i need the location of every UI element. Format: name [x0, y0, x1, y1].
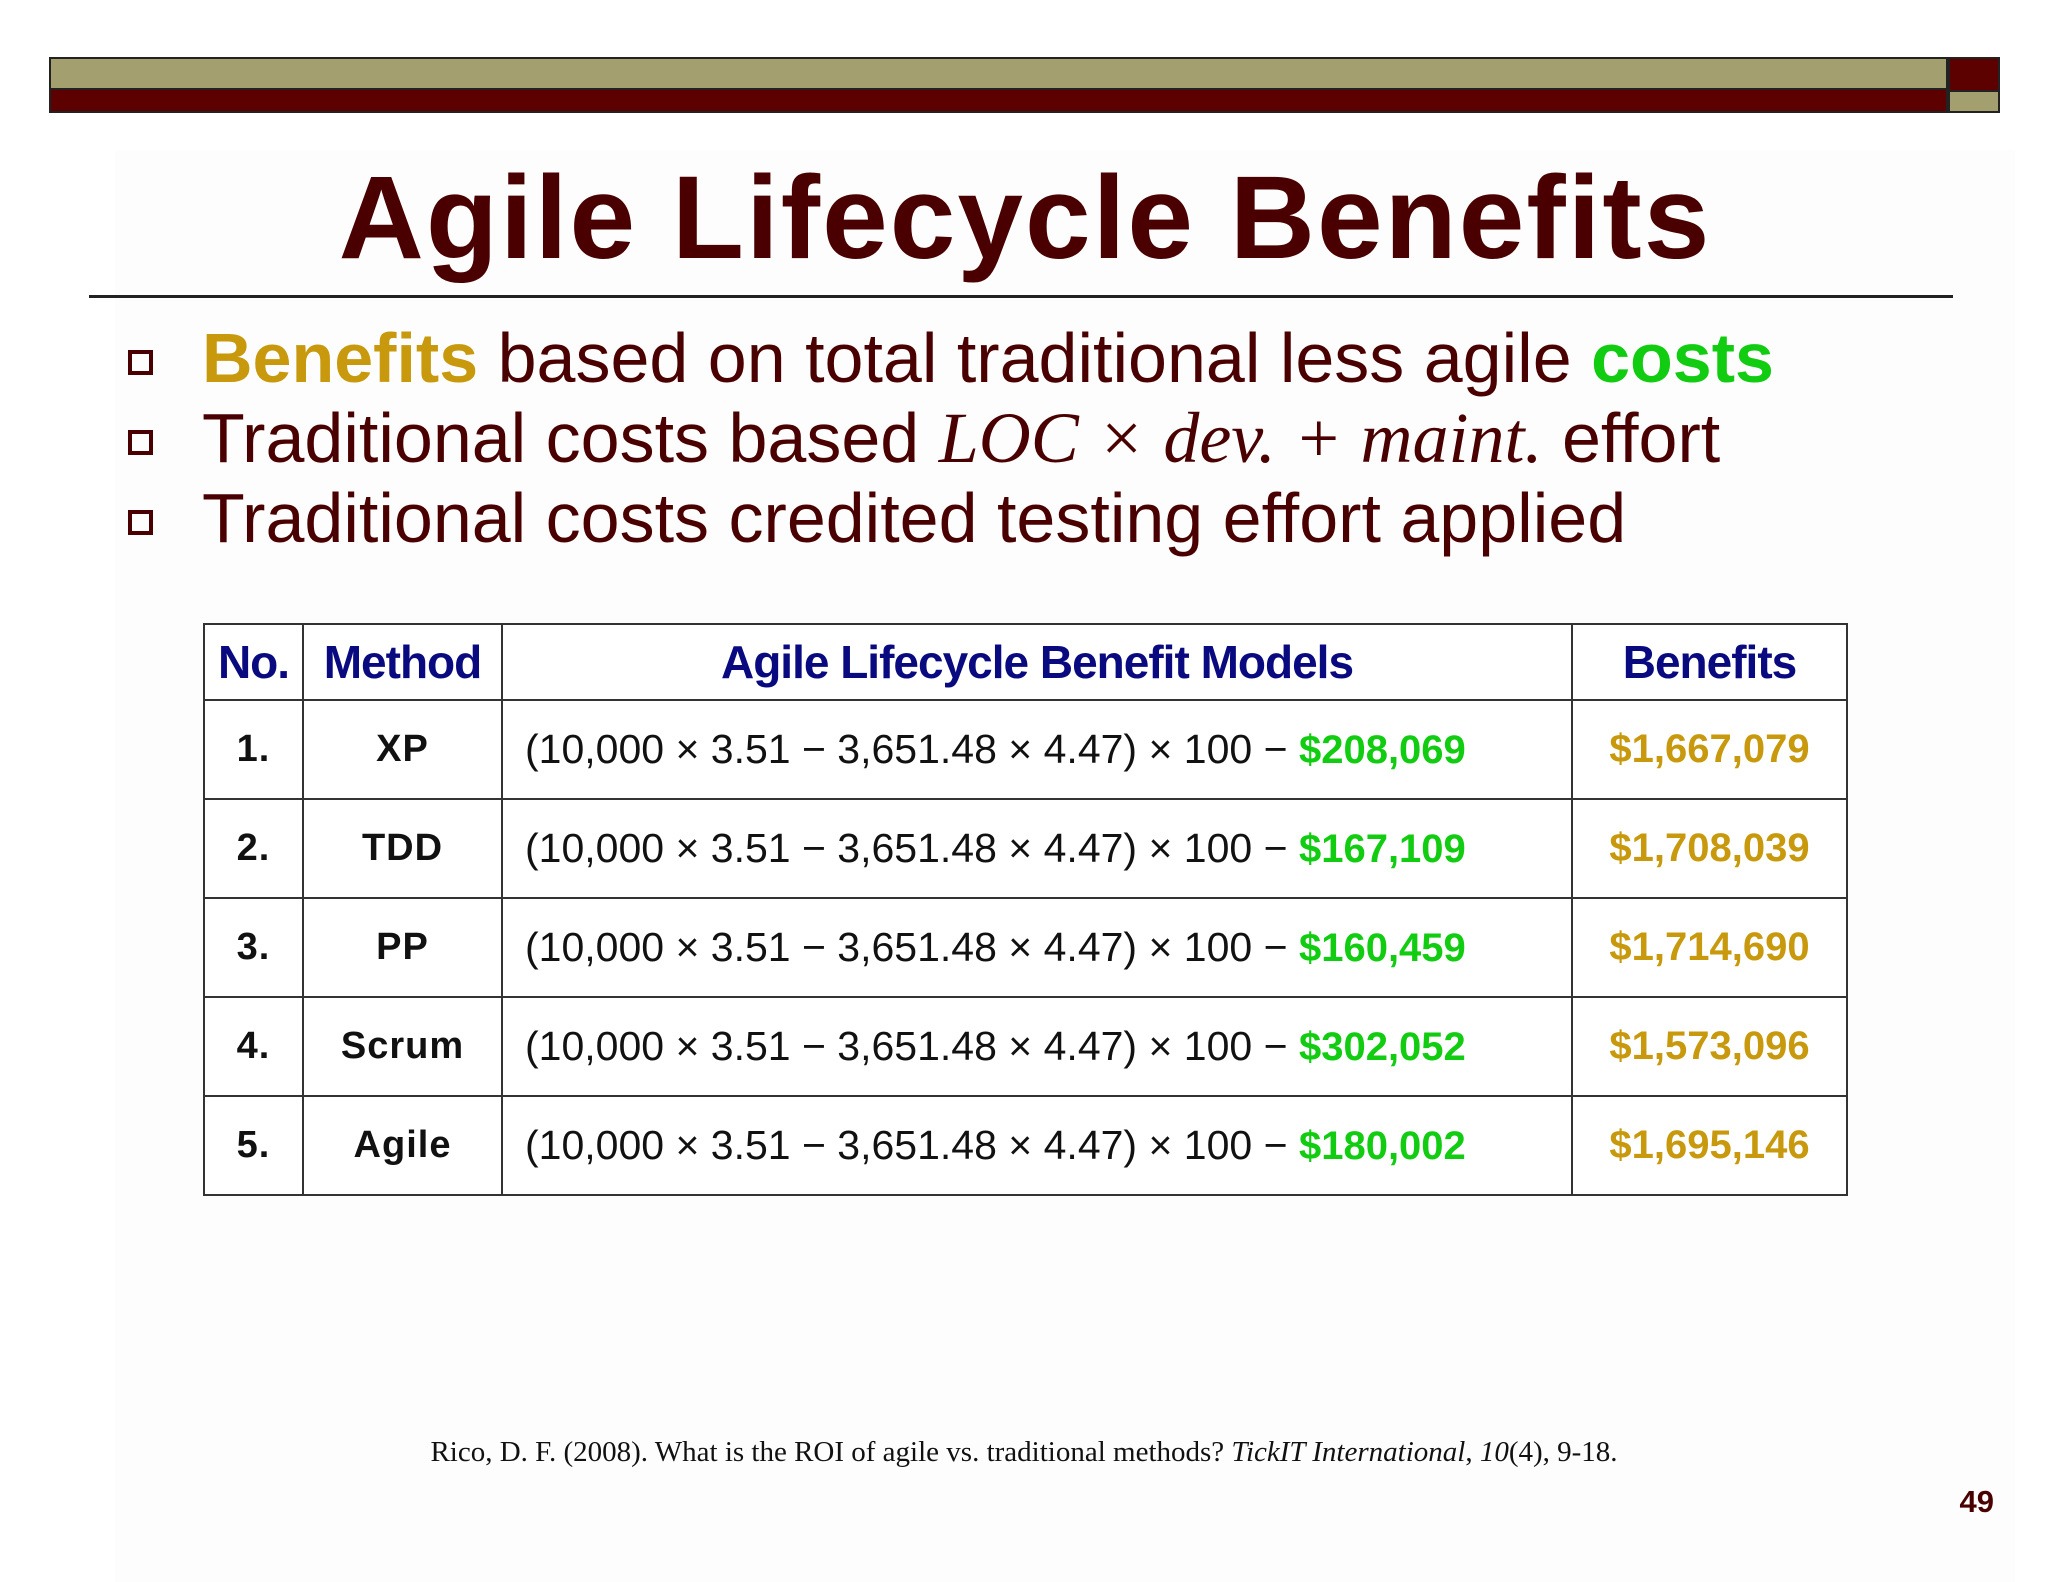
hollow-square-bullet-icon [128, 350, 153, 375]
bullet-list: Benefits based on total traditional less… [125, 318, 1945, 558]
agile-cost: $167,109 [1298, 827, 1466, 871]
model-formula: (10,000 × 3.51 − 3,651.48 × 4.47) × 100 … [525, 924, 1288, 970]
row-method: XP [302, 699, 503, 800]
row-benefit: $1,573,096 [1571, 996, 1848, 1097]
banner-corner-maroon-block [1948, 57, 2000, 92]
row-benefit: $1,714,690 [1571, 897, 1848, 998]
hollow-square-bullet-icon [128, 430, 153, 455]
cost-formula: LOC × dev. + maint. [938, 398, 1543, 478]
model-formula: (10,000 × 3.51 − 3,651.48 × 4.47) × 100 … [525, 1023, 1288, 1069]
hollow-square-bullet-icon [128, 510, 153, 535]
top-banner-olive-bar [49, 57, 1948, 90]
bullet-plain-text: Traditional costs based [202, 399, 939, 477]
bullet-plain-text: based on total traditional less agile [478, 319, 1592, 397]
model-formula: (10,000 × 3.51 − 3,651.48 × 4.47) × 100 … [525, 1122, 1288, 1168]
agile-cost: $160,459 [1298, 926, 1466, 970]
header-model: Agile Lifecycle Benefit Models [501, 623, 1573, 701]
row-method: TDD [302, 798, 503, 899]
bullet-text: Benefits based on total traditional less… [202, 318, 1774, 398]
page-number: 49 [1959, 1484, 1994, 1519]
table-row: 4. Scrum (10,000 × 3.51 − 3,651.48 × 4.4… [203, 996, 1848, 1097]
header-no: No. [203, 623, 304, 701]
row-benefit: $1,708,039 [1571, 798, 1848, 899]
reference-citation: Rico, D. F. (2008). What is the ROI of a… [0, 1436, 2048, 1469]
bullet-text: Traditional costs credited testing effor… [202, 478, 1626, 558]
costs-highlight: costs [1591, 319, 1774, 397]
bullet-item: Traditional costs based LOC × dev. + mai… [125, 398, 1945, 478]
bullet-item: Benefits based on total traditional less… [125, 318, 1945, 398]
benefit-models-table: No. Method Agile Lifecycle Benefit Model… [203, 623, 1848, 1196]
row-method: Agile [302, 1095, 503, 1196]
citation-separator: , [1465, 1436, 1480, 1468]
benefits-highlight: Benefits [202, 319, 479, 397]
table-row: 1. XP (10,000 × 3.51 − 3,651.48 × 4.47) … [203, 699, 1848, 800]
row-method: Scrum [302, 996, 503, 1097]
bullet-text: Traditional costs based LOC × dev. + mai… [202, 398, 1720, 478]
slide-title: Agile Lifecycle Benefits [338, 152, 1712, 284]
header-method: Method [302, 623, 503, 701]
citation-text: Rico, D. F. (2008). What is the ROI of a… [430, 1436, 1232, 1468]
header-benefits: Benefits [1571, 623, 1848, 701]
row-model: (10,000 × 3.51 − 3,651.48 × 4.47) × 100 … [501, 897, 1573, 998]
model-formula: (10,000 × 3.51 − 3,651.48 × 4.47) × 100 … [525, 825, 1288, 871]
row-benefit: $1,667,079 [1571, 699, 1848, 800]
citation-journal: TickIT International [1231, 1436, 1466, 1468]
table-row: 5. Agile (10,000 × 3.51 − 3,651.48 × 4.4… [203, 1095, 1848, 1196]
row-model: (10,000 × 3.51 − 3,651.48 × 4.47) × 100 … [501, 1095, 1573, 1196]
row-number: 3. [203, 897, 304, 998]
bullet-plain-text: effort [1542, 399, 1721, 477]
top-banner-maroon-bar [49, 90, 1948, 113]
row-number: 4. [203, 996, 304, 1097]
agile-cost: $180,002 [1298, 1124, 1466, 1168]
agile-cost: $208,069 [1298, 728, 1466, 772]
citation-issue-pages: (4), 9-18. [1508, 1436, 1618, 1468]
row-benefit: $1,695,146 [1571, 1095, 1848, 1196]
row-number: 5. [203, 1095, 304, 1196]
row-model: (10,000 × 3.51 − 3,651.48 × 4.47) × 100 … [501, 996, 1573, 1097]
table-row: 2. TDD (10,000 × 3.51 − 3,651.48 × 4.47)… [203, 798, 1848, 899]
table-header-row: No. Method Agile Lifecycle Benefit Model… [203, 623, 1848, 701]
banner-corner-olive-block [1948, 92, 2000, 113]
bullet-item: Traditional costs credited testing effor… [125, 478, 1945, 558]
row-number: 1. [203, 699, 304, 800]
row-model: (10,000 × 3.51 − 3,651.48 × 4.47) × 100 … [501, 798, 1573, 899]
row-model: (10,000 × 3.51 − 3,651.48 × 4.47) × 100 … [501, 699, 1573, 800]
agile-cost: $302,052 [1298, 1025, 1466, 1069]
model-formula: (10,000 × 3.51 − 3,651.48 × 4.47) × 100 … [525, 726, 1288, 772]
bullet-plain-text: Traditional costs credited testing effor… [202, 479, 1627, 557]
citation-volume: 10 [1479, 1436, 1509, 1468]
row-number: 2. [203, 798, 304, 899]
title-divider [89, 295, 1953, 298]
table-row: 3. PP (10,000 × 3.51 − 3,651.48 × 4.47) … [203, 897, 1848, 998]
row-method: PP [302, 897, 503, 998]
